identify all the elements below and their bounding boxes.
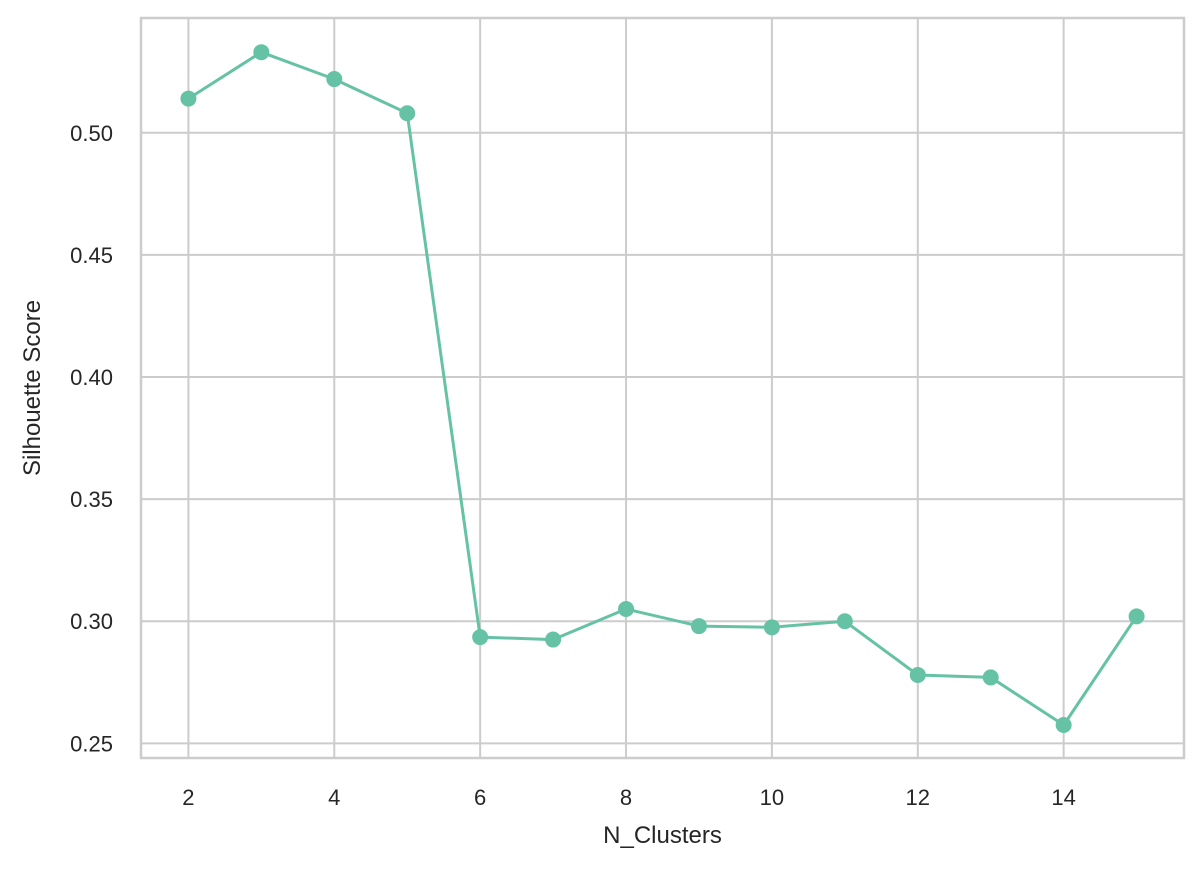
tick-labels: 2 4 6 8 10 12 14 0.25 0.30 0.35 0.40 0.45 0.50 (70, 121, 1076, 810)
data-point (399, 105, 416, 122)
x-tick-label: 10 (760, 785, 784, 810)
data-point (763, 619, 780, 636)
x-tick-label: 12 (906, 785, 930, 810)
data-point (472, 629, 489, 646)
data-point (180, 90, 197, 107)
data-point (690, 618, 707, 635)
data-point (253, 44, 270, 61)
x-axis-title: N_Clusters (603, 822, 722, 849)
y-axis-title: Silhouette Score (19, 300, 46, 476)
grid-layer (141, 18, 1184, 758)
data-point (909, 666, 926, 683)
x-tick-label: 4 (328, 785, 340, 810)
y-tick-label: 0.35 (70, 487, 113, 512)
x-tick-label: 14 (1051, 785, 1075, 810)
data-point (326, 71, 343, 88)
plot-area-frame (139, 16, 1186, 760)
x-tick-label: 6 (474, 785, 486, 810)
data-point (618, 601, 635, 618)
data-point (836, 613, 853, 630)
x-tick-label: 8 (620, 785, 632, 810)
y-tick-label: 0.25 (70, 731, 113, 756)
series-layer (180, 44, 1145, 734)
y-tick-label: 0.40 (70, 365, 113, 390)
data-point (545, 631, 562, 648)
y-tick-label: 0.30 (70, 609, 113, 634)
y-tick-label: 0.45 (70, 243, 113, 268)
data-point (1128, 608, 1145, 625)
data-point (982, 669, 999, 686)
y-tick-label: 0.50 (70, 121, 113, 146)
x-tick-label: 2 (182, 785, 194, 810)
data-point (1055, 717, 1072, 734)
series-line (186, 50, 1139, 727)
